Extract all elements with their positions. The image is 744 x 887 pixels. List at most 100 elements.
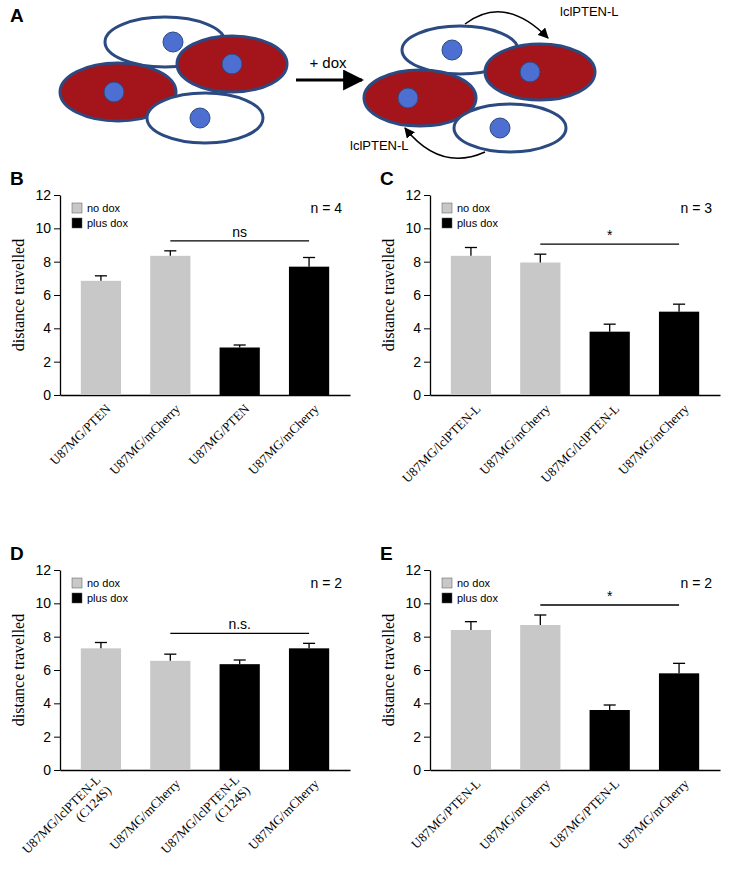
y-axis-line: [60, 571, 61, 771]
treatment-arrow: [296, 79, 362, 82]
x-tick-label: U87MG/mCherry: [476, 776, 553, 853]
error-bar-cap: [465, 247, 477, 248]
y-tick-label: 0: [413, 762, 421, 778]
legend-label: plus dox: [457, 592, 498, 604]
x-tick-label-line: U87MG/mCherry: [476, 776, 553, 853]
legend-label: plus dox: [457, 217, 498, 229]
y-axis-title: distance travelled: [10, 239, 27, 351]
x-tick-label-line: U87MG/PTEN: [186, 401, 253, 468]
plot-marks: [81, 643, 329, 771]
x-axis: U87MG/PTENU87MG/mCherryU87MG/PTENU87MG/m…: [47, 395, 351, 478]
panel-label: D: [10, 543, 24, 564]
bar: [220, 664, 260, 770]
error-bar: [95, 276, 107, 281]
y-tick: 10: [35, 220, 60, 236]
x-tick-label-line: (C124S): [211, 783, 253, 825]
y-tick-label: 12: [35, 562, 51, 578]
y-tick-mark: [54, 703, 60, 704]
secretion-arrow: [465, 12, 548, 38]
y-tick-label: 6: [43, 287, 51, 303]
y-axis-title: distance travelled: [10, 614, 27, 726]
error-bar: [234, 660, 246, 664]
x-tick-label-line: U87MG/mCherry: [245, 401, 322, 478]
y-tick: 12: [35, 562, 60, 578]
y-tick: 6: [413, 662, 430, 678]
nucleus: [222, 54, 242, 74]
y-axis-line: [430, 196, 431, 396]
y-tick: 8: [413, 629, 430, 645]
x-tick-label: U87MG/mCherry: [106, 401, 183, 478]
y-tick: 8: [43, 254, 60, 270]
x-tick: U87MG/mCherry: [245, 395, 322, 478]
x-tick-label-line: U87MG/mCherry: [615, 401, 692, 478]
x-tick-label: U87MG/mCherry: [615, 776, 692, 853]
x-tick-label-line: U87MG/mCherry: [106, 401, 183, 478]
y-tick-label: 8: [43, 629, 51, 645]
y-tick-label: 2: [43, 354, 51, 370]
y-tick-mark: [424, 395, 430, 396]
y-tick: 10: [405, 220, 430, 236]
x-tick-label: U87MG/mCherry: [615, 401, 692, 478]
error-bar-cap: [673, 304, 685, 305]
x-tick-label-line: U87MG/PTEN-L: [547, 776, 623, 852]
y-tick: 6: [43, 662, 60, 678]
significance-label: *: [607, 588, 613, 604]
cell: [147, 93, 263, 143]
y-tick-mark: [424, 328, 430, 329]
x-tick-label-line: U87MG/lclPTEN-L: [399, 401, 484, 486]
bar: [590, 710, 630, 770]
y-tick-mark: [54, 670, 60, 671]
legend-entry: plus dox: [72, 217, 128, 229]
x-tick-label-line: U87MG/PTEN: [47, 401, 114, 468]
y-tick-mark: [424, 637, 430, 638]
x-tick-label-line: U87MG/mCherry: [245, 776, 322, 853]
plot-marks: [451, 615, 699, 770]
error-bar-cap: [534, 254, 546, 255]
error-bar-cap: [604, 324, 616, 325]
y-tick-mark: [54, 195, 60, 196]
error-bar-cap: [95, 642, 107, 643]
y-tick-mark: [54, 362, 60, 363]
y-tick-mark: [54, 328, 60, 329]
legend-swatch: [72, 578, 82, 588]
y-tick-label: 12: [35, 187, 51, 203]
x-tick-label: U87MG/lclPTEN-L: [399, 401, 484, 486]
y-tick-label: 10: [35, 595, 51, 611]
x-tick: U87MG/mCherry: [245, 770, 322, 853]
error-bar: [673, 304, 685, 312]
error-bar-cap: [164, 250, 176, 251]
x-tick: U87MG/mCherry: [106, 395, 183, 478]
legend-entry: plus dox: [442, 592, 498, 604]
error-bar-stem: [540, 254, 541, 262]
bar-chart: B024681012distance travelledU87MG/PTENU8…: [10, 168, 351, 478]
nucleus: [520, 62, 540, 82]
y-tick: 10: [405, 595, 430, 611]
error-bar-cap: [534, 614, 546, 615]
legend-entry: no dox: [442, 577, 491, 589]
x-axis-line: [61, 770, 351, 771]
error-bar-cap: [234, 659, 246, 660]
x-tick: U87MG/mCherry: [476, 770, 553, 853]
y-axis: 024681012: [405, 187, 430, 403]
y-tick: 0: [43, 387, 60, 403]
error-bar-stem: [100, 276, 101, 281]
cell: [454, 104, 566, 152]
y-tick: 0: [413, 387, 430, 403]
error-bar-cap: [604, 704, 616, 705]
y-axis-title: distance travelled: [380, 614, 397, 726]
bar: [659, 673, 699, 770]
error-bar-cap: [465, 621, 477, 622]
y-tick-label: 8: [43, 254, 51, 270]
y-tick-label: 0: [413, 387, 421, 403]
y-tick: 4: [43, 695, 60, 711]
bar: [150, 661, 190, 770]
panel-a: A+ doxlclPTEN-LlclPTEN-L: [10, 4, 619, 158]
x-tick-label: U87MG/mCherry: [245, 776, 322, 853]
legend-label: no dox: [457, 202, 491, 214]
y-tick-label: 4: [413, 320, 421, 336]
error-bar-stem: [470, 622, 471, 630]
error-bar-stem: [678, 663, 679, 673]
x-tick: U87MG/lclPTEN-L: [399, 395, 484, 486]
error-bar: [303, 643, 315, 648]
error-bar-stem: [308, 258, 309, 267]
